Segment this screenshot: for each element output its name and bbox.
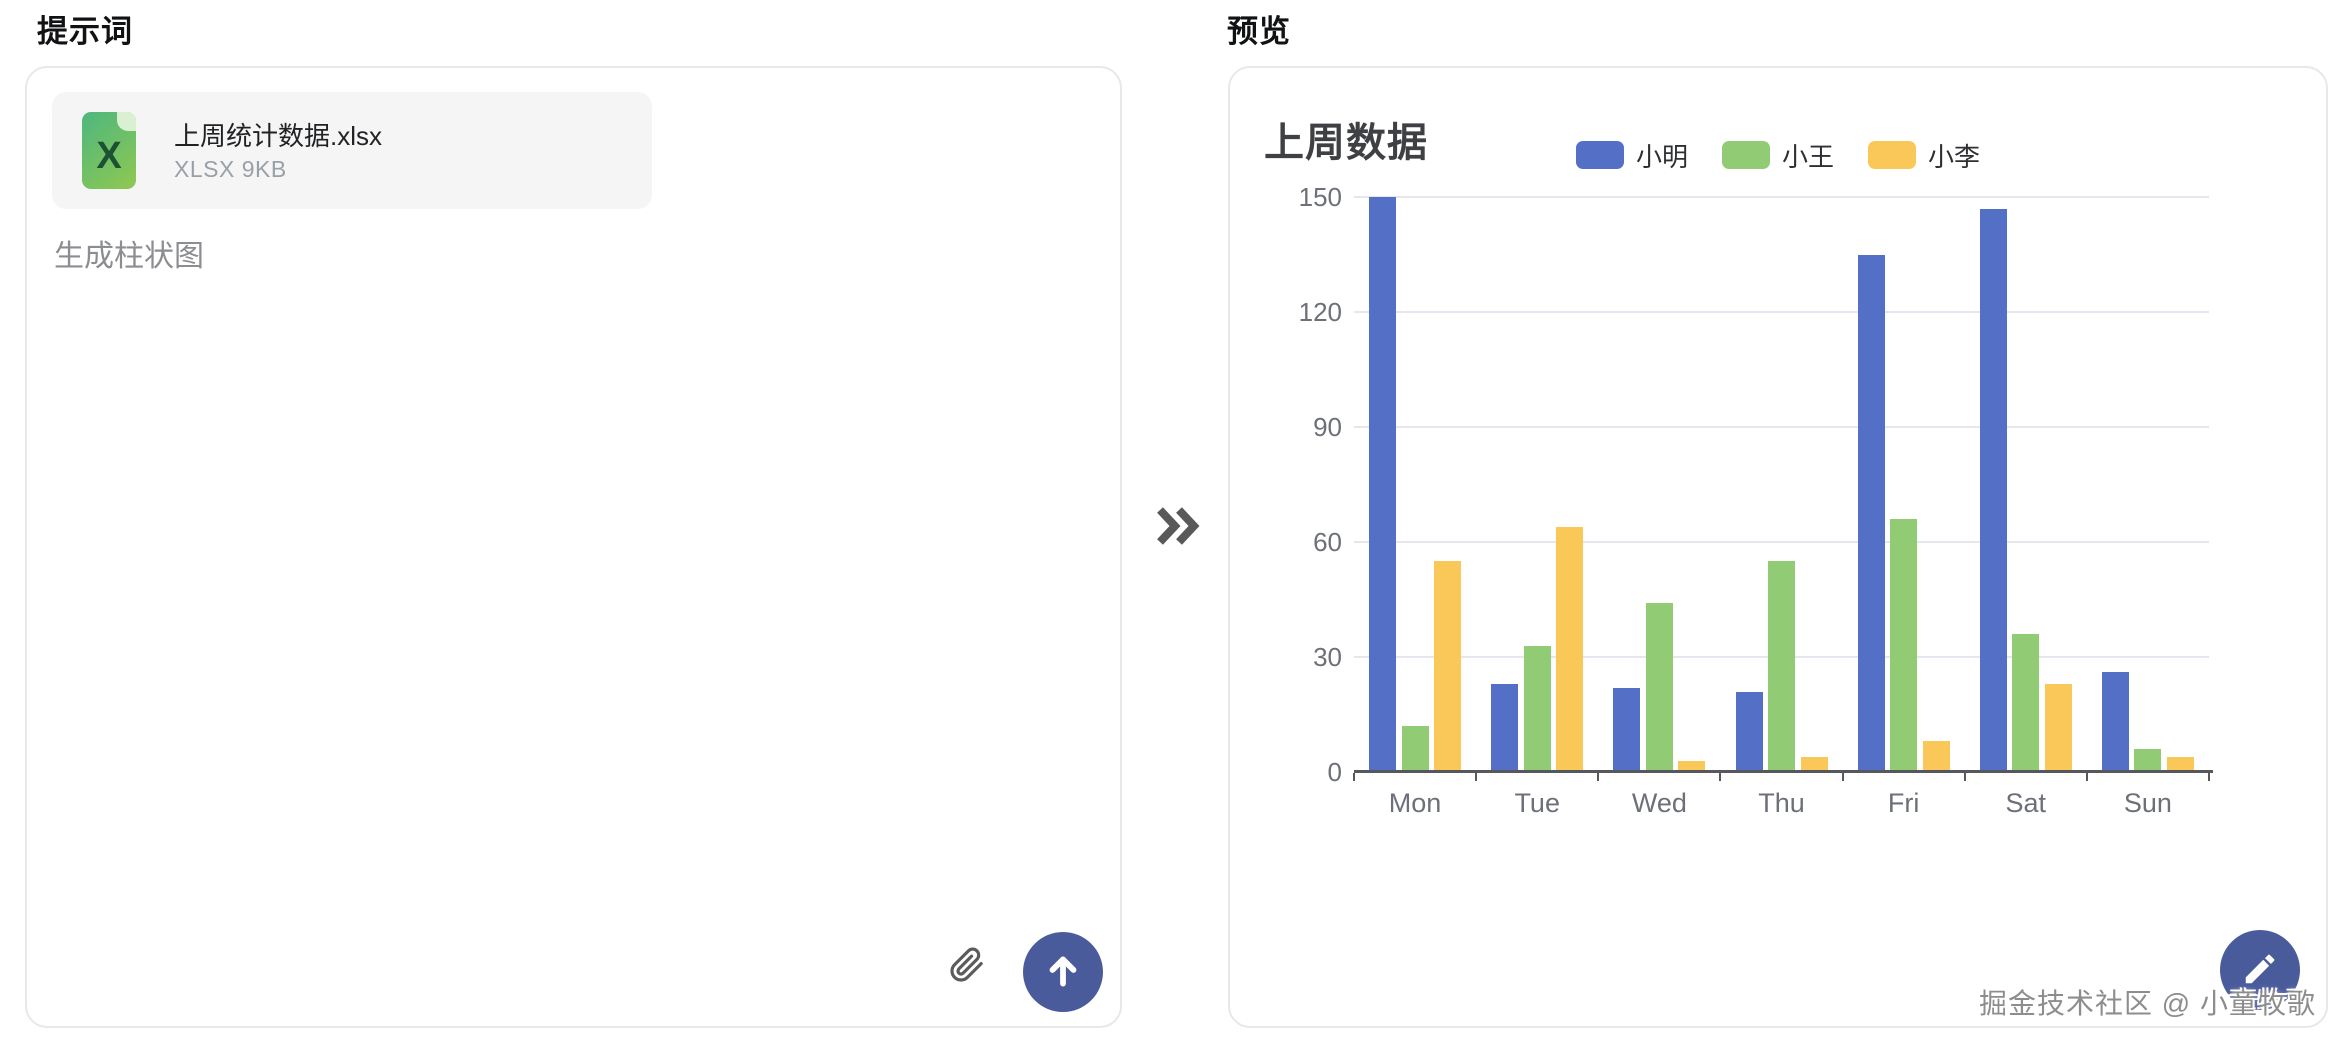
legend-label: 小明 <box>1635 141 1688 172</box>
bar-小李-Tue <box>1556 526 1584 772</box>
prompt-section-title: 提示词 <box>37 14 133 49</box>
x-axis-category-label: Sun <box>2123 788 2172 818</box>
xlsx-file-icon-letter: X <box>96 134 122 177</box>
legend-item-小李[interactable]: 小李 <box>1868 137 1980 174</box>
bar-小王-Thu <box>1768 561 1795 772</box>
bar-小王-Mon <box>1401 726 1429 772</box>
x-axis-tick <box>1719 773 1722 781</box>
x-axis-tick <box>1841 773 1844 781</box>
y-axis-tick-label: 0 <box>1327 757 1342 787</box>
legend-label: 小王 <box>1781 141 1834 172</box>
x-axis-tick <box>2208 773 2210 781</box>
bar-小李-Sun <box>2166 756 2194 772</box>
x-axis-category-label: Mon <box>1388 788 1442 818</box>
bar-小明-Thu <box>1735 691 1763 772</box>
x-axis-category-label: Thu <box>1758 788 1805 818</box>
bar-小明-Sat <box>1979 208 2007 772</box>
bar-小王-Wed <box>1645 603 1673 772</box>
xlsx-file-icon: X <box>82 112 136 189</box>
x-axis-category-label: Tue <box>1514 788 1560 818</box>
bar-小李-Wed <box>1678 760 1706 772</box>
prompt-text-input[interactable]: 生成柱状图 <box>54 240 204 273</box>
x-axis-tick <box>1353 773 1355 781</box>
bar-小王-Tue <box>1523 645 1551 772</box>
gridline <box>1354 311 2209 313</box>
file-attachment-card: X 上周统计数据.xlsx XLSX 9KB <box>52 92 652 209</box>
y-axis-tick-label: 60 <box>1313 527 1342 557</box>
bar-小王-Fri <box>1890 519 1918 772</box>
x-axis-category-label: Fri <box>1887 788 1920 818</box>
bar-小王-Sun <box>2134 749 2162 772</box>
bar-小明-Sun <box>2101 672 2129 772</box>
gridline <box>1354 426 2209 428</box>
file-meta: XLSX 9KB <box>174 156 287 182</box>
prompt-panel[interactable]: X 上周统计数据.xlsx XLSX 9KB 生成柱状图 <box>25 66 1122 1028</box>
legend-item-小王[interactable]: 小王 <box>1721 137 1834 174</box>
x-axis-tick <box>1475 773 1478 781</box>
file-name: 上周统计数据.xlsx <box>174 121 383 151</box>
y-axis-tick-label: 120 <box>1298 297 1342 327</box>
y-axis-tick-label: 150 <box>1298 182 1342 212</box>
preview-panel: 上周数据 小明 小王 小李 0 30 60 90 120 150 Mon Tue Wed Thu Fri… <box>1228 66 2328 1028</box>
gridline <box>1354 196 2209 198</box>
send-button[interactable] <box>1023 932 1103 1012</box>
bar-小李-Thu <box>1800 756 1828 772</box>
legend-swatch <box>1575 141 1624 169</box>
chart-legend: 小明 小王 小李 <box>1230 140 2326 172</box>
bar-小明-Wed <box>1613 687 1641 772</box>
bar-小李-Mon <box>1434 561 1462 772</box>
legend-item-小明[interactable]: 小明 <box>1575 137 1688 174</box>
y-axis-tick-label: 90 <box>1313 412 1342 442</box>
bar-小李-Fri <box>1922 741 1950 772</box>
x-axis-category-label: Sat <box>2005 788 2047 818</box>
legend-swatch <box>1721 141 1770 169</box>
edit-button[interactable] <box>2220 930 2300 1010</box>
x-axis-category-label: Wed <box>1631 788 1687 818</box>
bar-小明-Fri <box>1857 254 1885 772</box>
x-axis-tick <box>2085 773 2088 781</box>
plot-area: 0 30 60 90 120 150 Mon Tue Wed Thu Fri Sat Sun <box>1230 68 2326 1026</box>
y-axis-tick-label: 30 <box>1313 642 1342 672</box>
paperclip-icon <box>949 947 985 986</box>
bar-小李-Sat <box>2044 683 2072 772</box>
watermark: 掘金技术社区 @ 小童牧歌 <box>1979 988 2316 1019</box>
pencil-icon <box>2241 950 2279 991</box>
preview-section-title: 预览 <box>1227 14 1291 49</box>
bar-小明-Mon <box>1369 197 1397 772</box>
x-axis-tick <box>1963 773 1966 781</box>
x-axis-tick <box>1597 773 1600 781</box>
bar-小明-Tue <box>1491 683 1519 772</box>
legend-swatch <box>1868 141 1916 169</box>
x-axis-line <box>1354 770 2213 773</box>
gridline <box>1354 541 2209 543</box>
attach-file-button[interactable] <box>943 942 991 990</box>
chart-title: 上周数据 <box>1264 121 1428 165</box>
arrow-up-icon <box>1042 950 1084 995</box>
bar-小王-Sat <box>2012 634 2040 772</box>
legend-label: 小李 <box>1928 141 1981 172</box>
chevron-double-right-icon <box>1155 505 1201 547</box>
